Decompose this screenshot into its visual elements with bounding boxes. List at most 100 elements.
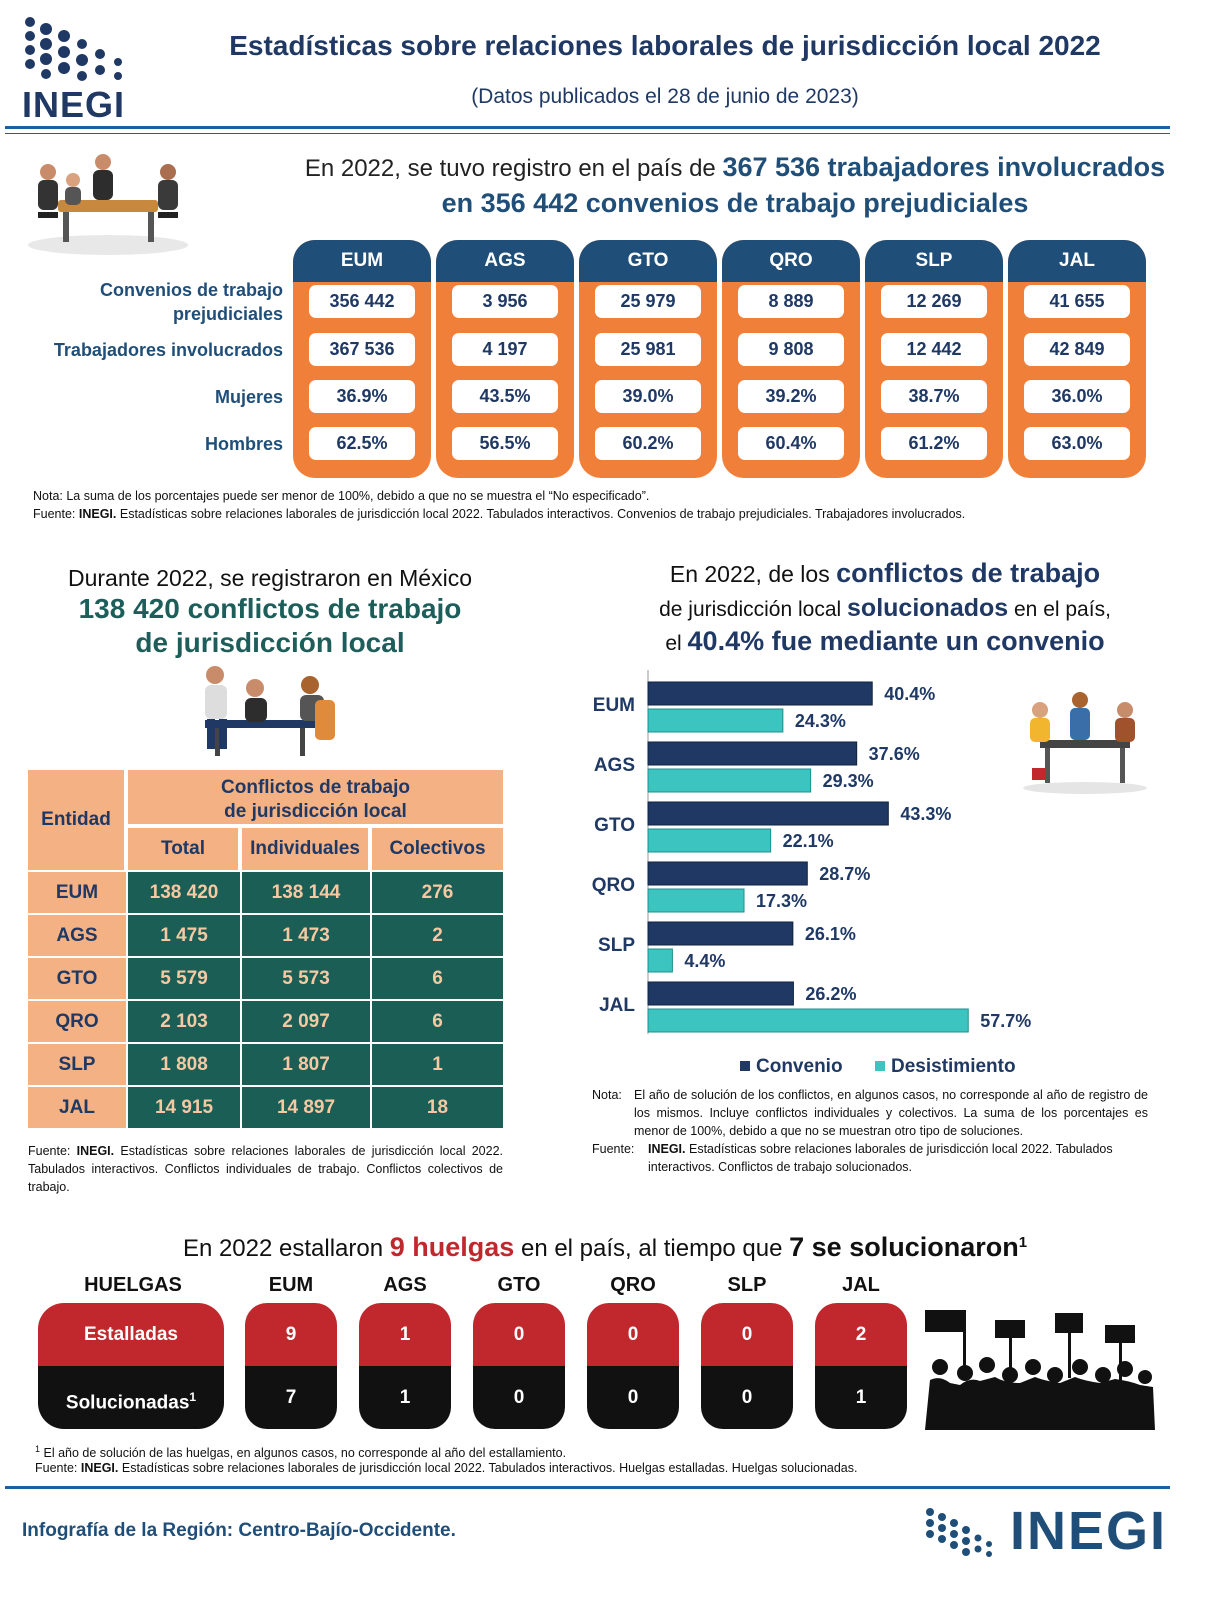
header-divider-thin [5,133,1170,134]
solved-headline-line1: En 2022, de los conflictos de trabajo [590,558,1180,589]
header-group-line2: de jurisdicción local [224,801,407,822]
negotiation-icon [1023,692,1147,794]
row-colectivo: 18 [372,1087,503,1128]
title-solved: 7 se solucionaron [789,1232,1019,1262]
convenios-headline-line1: En 2022, se tuvo registro en el país de … [270,152,1200,183]
convenios-source: Fuente: INEGI. Estadísticas sobre relaci… [33,505,1183,523]
convenios-column-eum: EUM 356 442 367 536 36.9% 62.5% [293,240,431,478]
chart-category-label: EUM [593,695,635,716]
strikes-solucionadas-jal: 1 [815,1366,907,1429]
header-colectivos: Colectivos [372,828,503,870]
footer-region-text: Infografía de la Región: Centro-Bajío-Oc… [22,1520,456,1541]
cell-trabajadores: 42 849 [1024,333,1130,366]
cell-convenios: 356 442 [309,285,415,318]
cell-mujeres: 36.0% [1024,380,1130,413]
row-individual: 2 097 [242,1001,370,1042]
line1-bold: conflictos de trabajo [836,558,1101,588]
header-individuales: Individuales [242,828,370,870]
protest-crowd-icon [925,1310,1155,1430]
header-total: Total [128,828,240,870]
cell-hombres: 60.4% [738,427,844,460]
column-header: JAL [1008,240,1146,282]
chart-category-label: QRO [592,875,635,896]
source-body: INEGI. Estadísticas sobre relaciones lab… [648,1140,1148,1176]
strikes-headline: En 2022 estallaron 9 huelgas en el país,… [30,1232,1180,1263]
strikes-solucionadas-slp: 0 [701,1366,793,1429]
source-label: Fuente: [35,1461,81,1475]
convenios-column-qro: QRO 8 889 9 808 39.2% 60.4% [722,240,860,478]
strikes-col-jal: JAL [842,1274,880,1296]
source-text: Estadísticas sobre relaciones laborales … [648,1142,1113,1174]
chart-category-label: GTO [594,815,635,836]
header-group: Conflictos de trabajo de jurisdicción lo… [128,770,503,826]
title-prefix: En 2022 estallaron [182,1235,390,1262]
source-org: INEGI. [80,1461,119,1475]
row-label-convenios: Convenios de trabajo prejudiciales [99,280,283,324]
cell-convenios: 25 979 [595,285,701,318]
source-org: INEGI. [76,1144,115,1158]
conflicts-headline-line1: Durante 2022, se registraron en México [68,565,472,591]
header-divider [5,126,1170,129]
cell-convenios: 3 956 [452,285,558,318]
cell-mujeres: 38.7% [881,380,987,413]
row-colectivo: 6 [372,958,503,999]
convenios-headline-line2: en 356 442 convenios de trabajo prejudic… [441,188,1029,218]
chart-value-label: 40.4% [884,684,935,704]
strikes-estalladas-ags: 1 [359,1303,451,1366]
discussion-icon [205,666,335,756]
strikes-col-gto: GTO [497,1274,541,1296]
strikes-estalladas-jal: 2 [815,1303,907,1366]
header-group-line1: Conflictos de trabajo [221,777,410,798]
row-entity: AGS [28,915,126,956]
column-header: EUM [293,240,431,282]
strikes-solucionadas-gto: 0 [473,1366,565,1429]
strikes-estalladas-eum: 9 [245,1303,337,1366]
strikes-row-label-solucionadas: Solucionadas1 [38,1366,224,1429]
convenios-note: Nota: La suma de los porcentajes puede s… [33,489,650,503]
cell-trabajadores: 12 442 [881,333,987,366]
chart-bar [647,828,772,853]
line2-prefix: de jurisdicción local [659,598,848,621]
conflicts-source: Fuente: INEGI. Estadísticas sobre relaci… [28,1142,503,1196]
chart-value-label: 17.3% [756,891,807,911]
title-strikes: 9 huelgas [389,1232,515,1262]
strikes-col-eum: EUM [268,1274,314,1296]
row-total: 1 808 [128,1044,240,1085]
chart-legend-label: Desistimiento [891,1056,1016,1077]
row-total: 2 103 [128,1001,240,1042]
chart-bar [647,888,745,913]
column-header: SLP [865,240,1003,282]
row-colectivo: 276 [372,872,503,913]
header-entity: Entidad [28,770,126,870]
strikes-estalladas-slp: 0 [701,1303,793,1366]
cell-hombres: 61.2% [881,427,987,460]
chart-bar [647,681,873,706]
line2-suffix: en el país, [1008,598,1111,621]
line3-prefix: el [665,632,688,655]
meeting-icon [28,154,188,255]
cell-mujeres: 39.0% [595,380,701,413]
chart-legend-label: Convenio [756,1056,843,1077]
chart-bar [647,801,889,826]
strikes-row-label-estalladas: Estalladas [38,1303,224,1366]
cell-hombres: 62.5% [309,427,415,460]
cell-convenios: 12 269 [881,285,987,318]
footer-divider [5,1486,1170,1489]
column-header: AGS [436,240,574,282]
row-individual: 1 473 [242,915,370,956]
title-middle: en el país, al tiempo que [514,1235,790,1262]
inegi-logo-icon [25,17,122,81]
chart-bar [647,948,673,973]
strikes-estalladas-qro: 0 [587,1303,679,1366]
cell-hombres: 56.5% [452,427,558,460]
row-colectivo: 1 [372,1044,503,1085]
title-sup: 1 [1018,1234,1028,1251]
note-label: Nota: [592,1088,622,1102]
line2-bold: solucionados [847,594,1009,622]
conflicts-table: Entidad Conflictos de trabajo de jurisdi… [28,770,503,1132]
footnote-sup: 1 [35,1444,41,1454]
column-header: GTO [579,240,717,282]
row2-sup: 1 [189,1390,197,1404]
strikes-col-ags: AGS [383,1274,427,1296]
chart-value-label: 4.4% [684,951,725,971]
